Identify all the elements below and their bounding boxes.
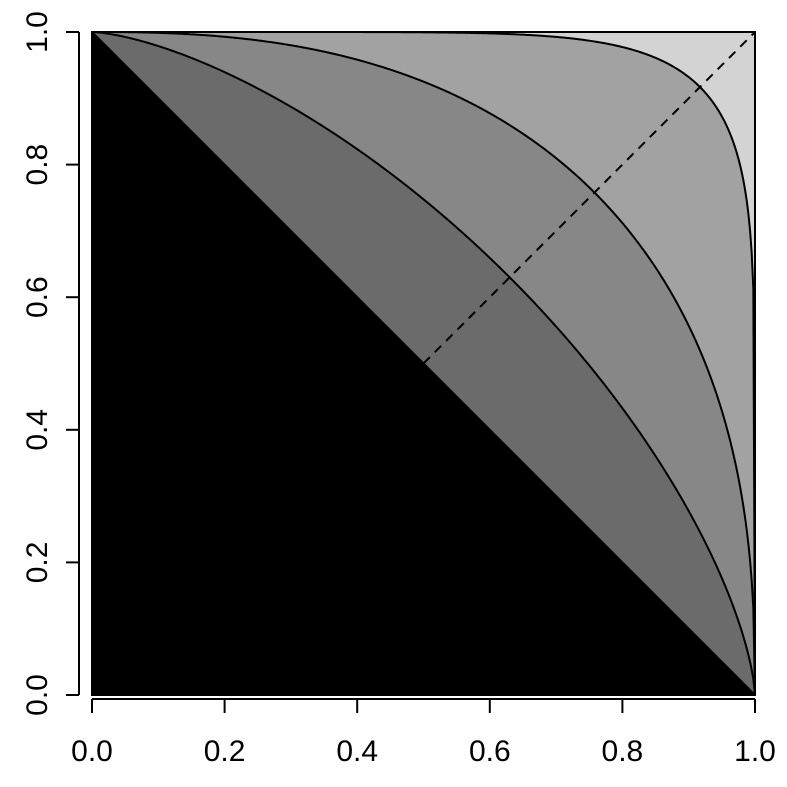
x-tick-label: 0.0 [71,735,113,768]
line-curve-p1_5 [91,31,756,696]
y-tick-label: 0.0 [21,674,54,716]
y-tick-label: 0.4 [21,409,54,451]
x-axis: 0.0 0.2 0.4 0.6 0.8 1.0 [71,698,776,768]
line-curve-p2_5 [92,31,756,696]
y-axis: 0.0 0.2 0.4 0.6 0.8 1.0 [21,11,80,716]
y-tick-label: 1.0 [21,11,54,53]
diagonal-reference-line [422,31,756,365]
y-tick-label: 0.2 [21,542,54,584]
x-tick-label: 0.2 [204,735,246,768]
plot-border [91,31,756,696]
y-tick-label: 0.6 [21,276,54,318]
x-tick-label: 0.4 [336,735,378,768]
y-tick-label: 0.8 [21,144,54,186]
x-tick-label: 0.6 [469,735,511,768]
x-tick-label: 1.0 [734,735,776,768]
x-tick-label: 0.8 [602,735,644,768]
